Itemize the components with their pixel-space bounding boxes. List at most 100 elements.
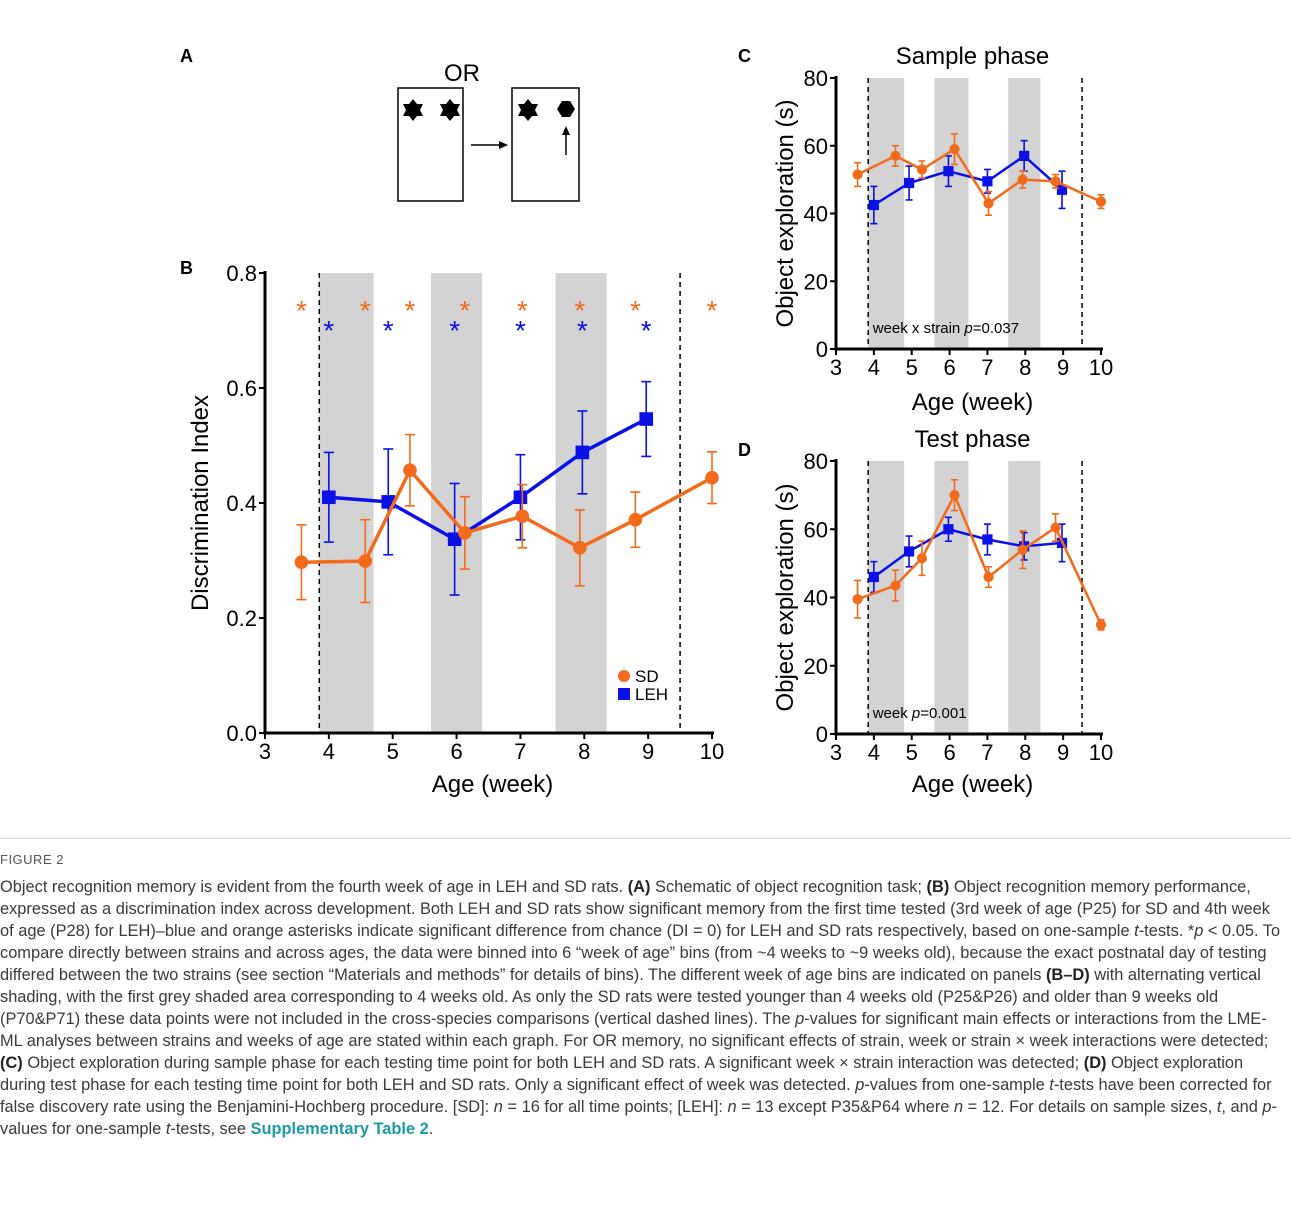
sd-significance-asterisk: * xyxy=(517,295,528,326)
sd-data-point xyxy=(852,169,863,180)
y-tick-label: 0.8 xyxy=(226,261,257,286)
leh-data-point xyxy=(639,412,654,426)
leh-series-line xyxy=(873,154,1063,207)
panel-label-a: A xyxy=(180,46,193,66)
leh-significance-asterisk: * xyxy=(515,315,526,346)
x-tick-label: 5 xyxy=(906,740,918,765)
legend-leh-marker xyxy=(618,688,630,700)
panel-label-d: D xyxy=(738,440,751,460)
hexagon-novel-object-icon xyxy=(557,101,575,117)
legend-sd-marker xyxy=(618,670,630,682)
legend-leh-label: LEH xyxy=(635,685,668,704)
sd-data-point xyxy=(358,554,373,568)
y-axis-label: Discrimination Index xyxy=(187,395,214,611)
sd-data-point xyxy=(705,470,719,485)
sd-data-point xyxy=(1095,619,1107,630)
panel-c-sample-phase-chart: 3 4 5 6 7 8 9 10 0 20 40 60 80 Age (week) Object explo… xyxy=(772,43,1113,416)
y-tick-label: 0 xyxy=(816,337,828,362)
x-tick-label: 9 xyxy=(1057,355,1069,380)
x-tick-label: 7 xyxy=(981,355,993,380)
legend-sd-label: SD xyxy=(635,667,659,686)
sd-data-point xyxy=(628,512,643,527)
x-tick-label: 10 xyxy=(1089,355,1113,380)
sd-significance-asterisk: * xyxy=(707,295,718,326)
schematic-title: OR xyxy=(444,60,480,87)
leh-series-line xyxy=(328,417,648,541)
leh-data-point xyxy=(868,199,879,211)
sd-significance-asterisk: * xyxy=(405,295,416,326)
leh-data-point xyxy=(982,534,993,545)
leh-data-point xyxy=(322,490,336,505)
y-axis-label: Object exploration (s) xyxy=(772,483,799,711)
x-tick-label: 3 xyxy=(830,355,842,380)
sd-data-point xyxy=(573,541,587,555)
week-shade-band xyxy=(868,461,905,734)
x-tick-label: 9 xyxy=(1057,740,1069,765)
x-tick-label: 7 xyxy=(981,740,993,765)
panel-label-c: C xyxy=(738,46,751,66)
sd-data-point xyxy=(890,580,901,591)
x-tick-label: 6 xyxy=(943,740,955,765)
sd-data-point xyxy=(294,555,309,570)
x-axis-label: Age (week) xyxy=(432,771,553,798)
x-tick-label: 8 xyxy=(578,739,590,764)
x-tick-label: 5 xyxy=(387,739,399,764)
leh-data-point xyxy=(943,524,954,535)
sd-data-point xyxy=(1050,176,1061,187)
y-tick-label: 80 xyxy=(804,449,828,474)
leh-data-point xyxy=(903,546,915,557)
leh-significance-asterisk: * xyxy=(641,315,652,346)
leh-data-point xyxy=(575,445,590,460)
sd-data-point xyxy=(916,164,928,175)
sd-data-point xyxy=(403,463,417,478)
y-axis-label: Object exploration (s) xyxy=(772,99,799,327)
leh-significance-asterisk: * xyxy=(323,315,334,346)
leh-data-point xyxy=(943,166,954,177)
sd-significance-asterisk: * xyxy=(630,295,641,326)
x-tick-label: 3 xyxy=(259,739,271,764)
leh-significance-asterisk: * xyxy=(577,315,588,346)
y-tick-label: 0.0 xyxy=(226,721,257,746)
sd-data-point xyxy=(916,553,928,564)
x-tick-label: 10 xyxy=(1089,740,1113,765)
week-shade-band xyxy=(1008,461,1041,734)
sd-data-point xyxy=(1050,522,1061,533)
y-tick-label: 0 xyxy=(816,722,828,747)
x-axis-label: Age (week) xyxy=(912,389,1033,416)
y-tick-label: 20 xyxy=(804,269,828,294)
x-tick-label: 9 xyxy=(642,739,654,764)
y-tick-label: 0.6 xyxy=(226,376,257,401)
sd-data-point xyxy=(949,144,960,155)
sd-data-point xyxy=(983,198,994,209)
sd-data-point xyxy=(1095,196,1107,207)
sd-significance-asterisk: * xyxy=(296,295,307,326)
y-tick-label: 80 xyxy=(804,66,828,91)
sd-data-point xyxy=(852,594,863,605)
x-tick-label: 3 xyxy=(830,740,842,765)
week-shade-band xyxy=(934,78,969,349)
x-tick-label: 4 xyxy=(323,739,335,764)
supplementary-table-link[interactable]: Supplementary Table 2 xyxy=(250,1120,429,1138)
chart-title: Sample phase xyxy=(896,43,1049,70)
sd-series-line xyxy=(857,493,1103,626)
sd-significance-asterisk: * xyxy=(574,295,585,326)
sd-data-point xyxy=(1017,544,1028,555)
y-tick-label: 40 xyxy=(804,202,828,227)
sd-data-point xyxy=(890,150,901,162)
legend: SD LEH xyxy=(618,667,668,704)
sd-data-point xyxy=(515,509,530,524)
y-tick-label: 60 xyxy=(804,134,828,159)
week-shade-band xyxy=(1008,78,1041,349)
star-object-icon xyxy=(518,99,538,121)
leh-data-point xyxy=(903,177,915,189)
schematic-or-task: OR xyxy=(397,60,580,202)
x-tick-label: 10 xyxy=(700,739,724,764)
star-object-icon xyxy=(403,99,423,121)
y-tick-label: 0.2 xyxy=(226,606,257,631)
sd-series-line xyxy=(301,468,713,564)
sd-data-point xyxy=(458,526,472,540)
x-tick-label: 6 xyxy=(943,355,955,380)
x-tick-label: 5 xyxy=(906,355,918,380)
leh-data-point xyxy=(868,571,879,583)
